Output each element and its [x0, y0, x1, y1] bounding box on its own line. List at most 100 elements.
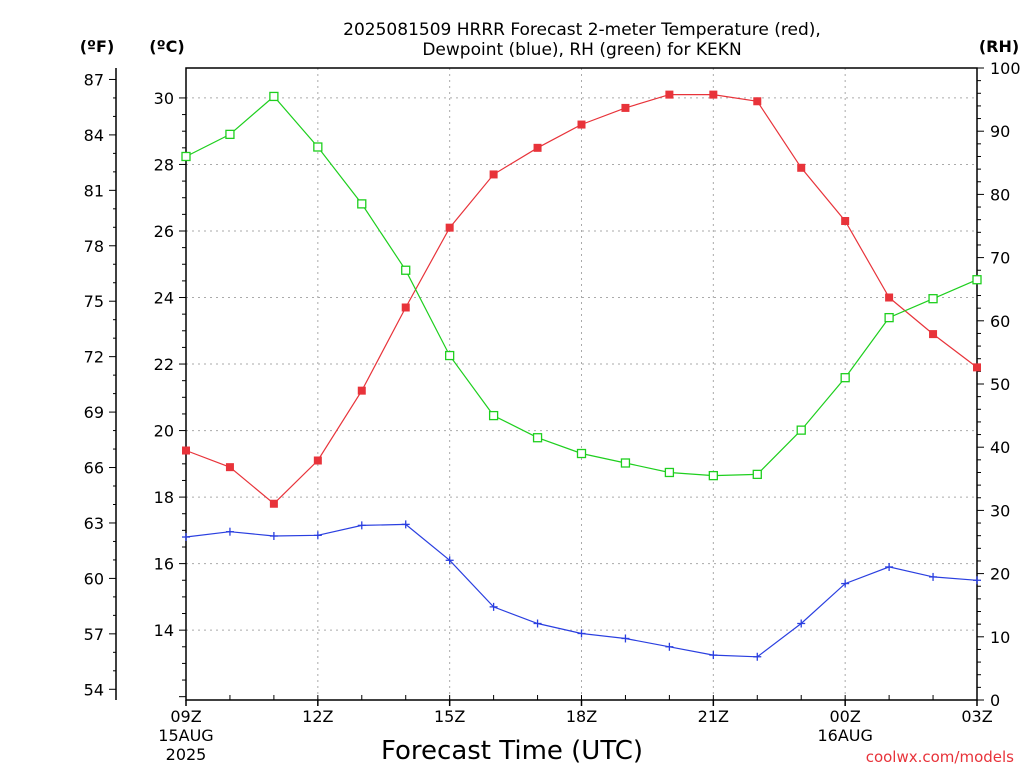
celsius-tick-label: 14 — [154, 621, 174, 640]
rh-tick-label: 80 — [990, 185, 1010, 204]
x-date-label: 16AUG — [817, 726, 872, 745]
fahrenheit-tick-label: 60 — [84, 569, 104, 588]
dewpoint-point — [182, 533, 190, 542]
rh-tick-label: 50 — [990, 375, 1010, 394]
dewpoint-point — [489, 602, 498, 611]
series-layer — [181, 90, 982, 661]
fahrenheit-tick-label: 57 — [84, 625, 104, 644]
celsius-tick-label: 28 — [154, 155, 174, 174]
fahrenheit-tick-label: 72 — [84, 348, 104, 367]
fahrenheit-tick-label: 81 — [84, 181, 104, 200]
temperature-point — [445, 223, 454, 232]
rh-tick-label: 70 — [990, 249, 1010, 268]
temperature-point — [313, 456, 322, 465]
x-tick-label: 15Z — [434, 707, 465, 726]
temperature-point — [841, 217, 850, 226]
rh-tick-label: 30 — [990, 501, 1010, 520]
rh-tick-label: 20 — [990, 565, 1010, 584]
x-year-label: 2025 — [166, 745, 207, 764]
temperature-point — [665, 90, 674, 99]
rh-point — [752, 469, 762, 480]
fahrenheit-tick-label: 69 — [84, 403, 104, 422]
temperature-point — [182, 446, 190, 455]
dewpoint-point — [929, 572, 938, 581]
rh-point — [796, 425, 806, 435]
temperature-point — [709, 90, 718, 99]
rh-tick-label: 0 — [990, 691, 1000, 710]
temperature-point — [225, 463, 234, 472]
dewpoint-point — [269, 532, 278, 541]
rh-point — [840, 373, 850, 383]
x-date-label: 15AUG — [158, 726, 213, 745]
rh-point — [488, 410, 499, 421]
dewpoint-point — [797, 619, 806, 628]
fahrenheit-tick-label: 63 — [84, 514, 104, 533]
temperature-point — [269, 499, 278, 508]
rh-point — [445, 350, 455, 361]
dewpoint-point — [313, 531, 322, 540]
rh-point — [401, 265, 411, 275]
dewpoint-point — [357, 521, 366, 530]
fahrenheit-tick-label: 84 — [84, 126, 104, 145]
dewpoint-point — [665, 642, 674, 651]
temperature-point — [797, 163, 806, 172]
celsius-tick-label: 26 — [154, 222, 174, 241]
x-tick-label: 09Z — [170, 707, 201, 726]
x-tick-label: 18Z — [566, 707, 597, 726]
fahrenheit-tick-label: 75 — [84, 292, 104, 311]
dewpoint-point — [709, 651, 718, 660]
fahrenheit-tick-label: 87 — [84, 70, 104, 89]
rh-point — [532, 433, 543, 443]
grid — [185, 68, 978, 700]
temperature-point — [401, 303, 410, 312]
rh-point — [576, 448, 587, 459]
rh-point — [972, 275, 982, 285]
celsius-tick-label: 18 — [154, 488, 174, 507]
credit-text: coolwx.com/models — [866, 748, 1014, 766]
fahrenheit-tick-label: 66 — [84, 459, 104, 478]
celsius-tick-label: 24 — [154, 289, 174, 308]
celsius-tick-label: 20 — [154, 422, 174, 441]
plot-frame — [185, 67, 978, 701]
x-tick-label: 21Z — [698, 707, 729, 726]
celsius-tick-label: 16 — [154, 555, 174, 574]
rh-point — [181, 151, 191, 162]
fahrenheit-tick-label: 54 — [84, 680, 104, 699]
x-tick-label: 00Z — [830, 707, 861, 726]
dewpoint-point — [533, 619, 542, 628]
dewpoint-point — [401, 520, 410, 529]
rh-point — [928, 294, 938, 304]
rh-unit-label: (RH) — [979, 37, 1019, 56]
temperature-series-line — [185, 93, 978, 505]
rh-point — [708, 470, 718, 481]
rh-tick-label: 10 — [990, 628, 1010, 647]
temperature-point — [621, 103, 630, 112]
temperature-point — [885, 293, 894, 302]
fahrenheit-tick-label: 78 — [84, 237, 104, 256]
temperature-point — [577, 120, 586, 129]
rh-point — [620, 458, 631, 468]
temperature-point — [753, 97, 762, 106]
celsius-tick-label: 30 — [154, 89, 174, 108]
rh-tick-label: 100 — [990, 59, 1021, 78]
rh-point — [357, 199, 367, 209]
x-tick-label: 12Z — [302, 707, 333, 726]
dewpoint-point — [841, 579, 850, 588]
rh-point — [269, 91, 279, 102]
temperature-point — [489, 170, 498, 179]
celsius-tick-label: 22 — [154, 355, 174, 374]
temperature-point — [973, 363, 981, 372]
rh-point — [313, 142, 323, 152]
celsius-unit-label: (ºC) — [149, 37, 184, 56]
rh-point — [884, 312, 894, 323]
chart-subtitle: Dewpoint (blue), RH (green) for KEKN — [422, 40, 741, 60]
chart-title: 2025081509 HRRR Forecast 2-meter Tempera… — [343, 20, 821, 40]
rh-point — [664, 467, 675, 478]
temperature-point — [929, 330, 938, 339]
dewpoint-point — [753, 652, 762, 661]
temperature-point — [533, 143, 542, 152]
temperature-point — [357, 386, 366, 395]
rh-tick-label: 60 — [990, 312, 1010, 331]
